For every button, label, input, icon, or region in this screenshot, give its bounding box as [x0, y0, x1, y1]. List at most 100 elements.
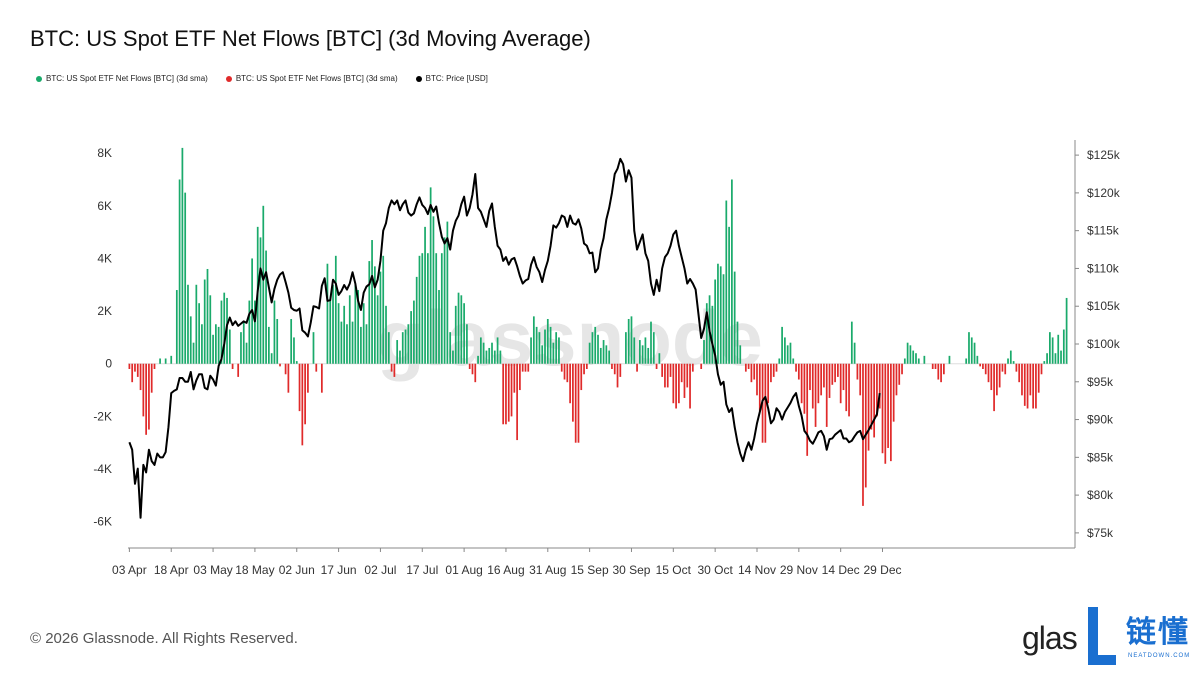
outflow-bar: [527, 363, 530, 372]
outflow-bar: [837, 363, 839, 377]
outflow-bar: [1023, 363, 1026, 406]
inflow-bar: [178, 179, 181, 364]
inflow-bar: [499, 350, 502, 364]
outflow-bar: [136, 363, 139, 377]
outflow-bar: [753, 363, 756, 380]
outflow-bar: [1037, 363, 1040, 393]
y-right-tick-label: $110k: [1087, 261, 1120, 275]
outflow-bar: [890, 363, 892, 462]
y-right-tick-label: $90k: [1087, 413, 1114, 427]
x-tick-label: 03 Apr: [112, 563, 147, 577]
inflow-bar: [853, 342, 856, 364]
inflow-bar: [407, 324, 410, 364]
inflow-bar: [786, 345, 789, 364]
outflow-bar: [502, 363, 505, 425]
outflow-bar: [560, 363, 563, 372]
legend-item-inflows[interactable]: BTC: US Spot ETF Net Flows [BTC] (3d sma…: [36, 74, 208, 83]
inflow-bar: [354, 284, 357, 364]
legend-item-price[interactable]: BTC: Price [USD]: [415, 74, 488, 83]
y-right-tick-label: $105k: [1087, 299, 1121, 313]
outflow-bar: [845, 363, 848, 412]
outflow-bar: [139, 363, 142, 391]
inflow-bar: [399, 350, 401, 364]
outflow-bar: [1001, 363, 1004, 372]
x-tick-label: 30 Oct: [697, 563, 733, 577]
inflow-bar: [530, 337, 532, 364]
inflow-bar: [376, 295, 379, 364]
inflow-bar: [630, 316, 633, 364]
outflow-bar: [990, 363, 993, 391]
inflow-bar: [608, 350, 611, 364]
x-tick-label: 01 Aug: [445, 563, 482, 577]
inflow-bar: [538, 332, 541, 364]
outflow-bar: [516, 363, 518, 441]
etf-flows-chart: glassnode -6K-4K-2K02K4K6K8K$75k$80k$85k…: [93, 140, 1121, 577]
outflow-bar: [859, 363, 862, 396]
outflow-bar: [145, 363, 147, 435]
outflow-bar: [279, 363, 281, 367]
inflow-bar: [449, 332, 452, 364]
y-right-tick-label: $85k: [1087, 450, 1114, 464]
x-tick-label: 02 Jun: [279, 563, 315, 577]
inflow-bar: [915, 353, 917, 364]
legend-label-inflows: BTC: US Spot ETF Net Flows [BTC] (3d sma…: [46, 74, 208, 83]
inflow-bar: [387, 332, 390, 364]
x-tick-label: 02 Jul: [364, 563, 396, 577]
outflow-bar: [304, 363, 306, 425]
outflow-bar: [931, 363, 934, 369]
inflow-bar: [217, 326, 220, 364]
inflow-bar: [421, 253, 424, 364]
legend-dot-black: [415, 75, 422, 82]
inflow-bar: [703, 340, 705, 364]
outflow-bar: [987, 363, 990, 383]
inflow-bar: [362, 303, 365, 364]
inflow-bar: [220, 300, 223, 364]
inflow-bar: [228, 329, 231, 364]
x-tick-label: 18 May: [235, 563, 274, 577]
inflow-bar: [549, 326, 552, 364]
outflow-bar: [809, 363, 811, 391]
outflow-bar: [800, 363, 803, 404]
outflow-bar: [563, 363, 566, 380]
inflow-bar: [270, 353, 273, 364]
outflow-bar: [611, 363, 613, 369]
glassnode-brand-text: glas: [1022, 620, 1078, 656]
x-tick-label: 14 Nov: [738, 563, 776, 577]
inflow-bar: [273, 300, 276, 364]
outflow-bar: [862, 363, 864, 506]
x-tick-label: 16 Aug: [487, 563, 524, 577]
inflow-bar: [223, 292, 226, 364]
inflow-bar: [588, 342, 591, 364]
outflow-bar: [1015, 363, 1018, 372]
inflow-bar: [351, 321, 354, 364]
outflow-bar: [996, 363, 998, 396]
inflow-bar: [382, 255, 385, 364]
outflow-bar: [887, 363, 889, 448]
inflow-bar: [739, 345, 742, 364]
inflow-bar: [329, 300, 332, 364]
inflow-bar: [192, 342, 195, 364]
outflow-bar: [471, 363, 474, 375]
inflow-bar: [1060, 350, 1062, 364]
inflow-bar: [240, 332, 242, 364]
inflow-bar: [189, 316, 192, 364]
inflow-bar: [259, 237, 262, 364]
outflow-bar: [680, 363, 683, 383]
outflow-bar: [937, 363, 940, 380]
outflow-bar: [691, 363, 694, 372]
inflow-bar: [541, 345, 544, 364]
outflow-bar: [795, 363, 797, 372]
inflow-bar: [850, 321, 853, 364]
inflow-bar: [493, 350, 496, 364]
inflow-bar: [379, 271, 382, 364]
outflow-bar: [811, 363, 814, 409]
inflow-bar: [1007, 358, 1009, 364]
y-right-tick-label: $80k: [1087, 488, 1114, 502]
inflow-bar: [552, 342, 555, 364]
outflow-bar: [468, 363, 471, 369]
outflow-bar: [775, 363, 778, 372]
outflow-bar: [856, 363, 859, 380]
inflow-bar: [203, 279, 206, 364]
outflow-bar: [870, 363, 873, 430]
legend-item-outflows[interactable]: BTC: US Spot ETF Net Flows [BTC] (3d sma…: [225, 74, 398, 83]
